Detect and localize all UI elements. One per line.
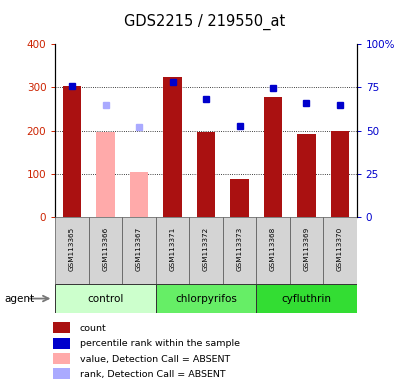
Text: rank, Detection Call = ABSENT: rank, Detection Call = ABSENT (79, 370, 225, 379)
Bar (63, 86, 81, 217)
Text: control: control (87, 293, 124, 304)
Text: GSM113372: GSM113372 (202, 227, 209, 271)
FancyBboxPatch shape (256, 284, 356, 313)
Bar (330, 131, 348, 217)
Text: cyfluthrin: cyfluthrin (281, 293, 330, 304)
Text: GSM113365: GSM113365 (69, 227, 75, 271)
Text: GSM113371: GSM113371 (169, 227, 175, 271)
FancyBboxPatch shape (89, 217, 122, 284)
Bar (163, 76, 181, 217)
Text: agent: agent (4, 293, 34, 304)
FancyBboxPatch shape (256, 217, 289, 284)
Text: chlorpyrifos: chlorpyrifos (175, 293, 236, 304)
Bar (230, 179, 248, 217)
Bar (53, 368, 70, 379)
Bar (96, 132, 115, 217)
FancyBboxPatch shape (322, 217, 356, 284)
Bar (130, 172, 148, 217)
Bar (263, 97, 281, 217)
FancyBboxPatch shape (289, 217, 322, 284)
Text: GDS2215 / 219550_at: GDS2215 / 219550_at (124, 13, 285, 30)
Text: GSM113366: GSM113366 (102, 227, 108, 271)
FancyBboxPatch shape (122, 217, 155, 284)
Text: GSM113369: GSM113369 (303, 227, 309, 271)
FancyBboxPatch shape (55, 284, 155, 313)
Text: value, Detection Call = ABSENT: value, Detection Call = ABSENT (79, 354, 229, 364)
FancyBboxPatch shape (222, 217, 256, 284)
Text: GSM113368: GSM113368 (270, 227, 275, 271)
Text: GSM113370: GSM113370 (336, 227, 342, 271)
FancyBboxPatch shape (155, 284, 256, 313)
FancyBboxPatch shape (189, 217, 222, 284)
Text: GSM113367: GSM113367 (136, 227, 142, 271)
Text: percentile rank within the sample: percentile rank within the sample (79, 339, 239, 348)
FancyBboxPatch shape (55, 217, 89, 284)
Bar (196, 132, 215, 217)
Bar (297, 134, 315, 217)
Bar (53, 322, 70, 333)
Bar (53, 353, 70, 364)
Text: count: count (79, 324, 106, 333)
Text: GSM113373: GSM113373 (236, 227, 242, 271)
FancyBboxPatch shape (155, 217, 189, 284)
Bar (53, 338, 70, 349)
